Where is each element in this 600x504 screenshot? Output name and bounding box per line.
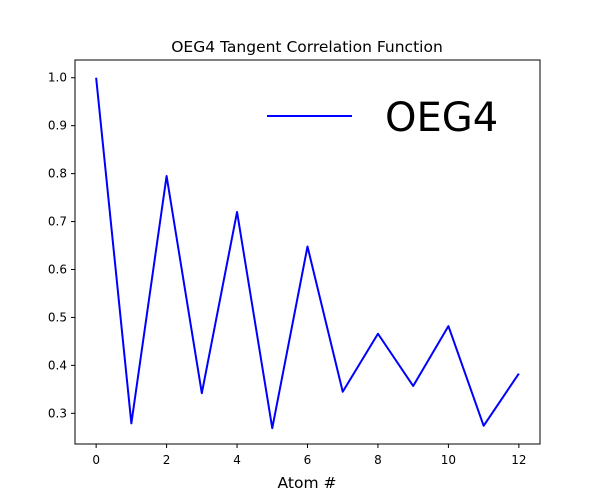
x-tick-label: 2 [163,453,171,467]
chart-title: OEG4 Tangent Correlation Function [171,38,443,56]
series-line-0 [95,77,520,430]
plot-area [95,77,520,430]
x-tick-label: 6 [304,453,312,467]
x-tick-label: 10 [441,453,456,467]
y-tick-label: 1.0 [48,71,67,85]
y-tick-label: 0.5 [48,310,67,324]
x-axis-label: Atom # [278,474,337,492]
legend-label: OEG4 [385,95,498,141]
axes: 0 2 4 6 8 10 12 0.3 0.4 0.5 0.6 0.7 0.8 0.9 1.0 [48,59,541,467]
y-tick-label: 0.8 [48,167,67,181]
x-tick-label: 0 [92,453,100,467]
y-tick-label: 0.4 [48,358,67,372]
y-tick-label: 0.6 [48,262,67,276]
y-tick-label: 0.7 [48,215,67,229]
y-tick-label: 0.9 [48,119,67,133]
x-tick-label: 8 [374,453,382,467]
x-tick-label: 12 [511,453,526,467]
y-tick-label: 0.3 [48,406,67,420]
x-tick-label: 4 [233,453,241,467]
legend: OEG4 [250,87,516,147]
